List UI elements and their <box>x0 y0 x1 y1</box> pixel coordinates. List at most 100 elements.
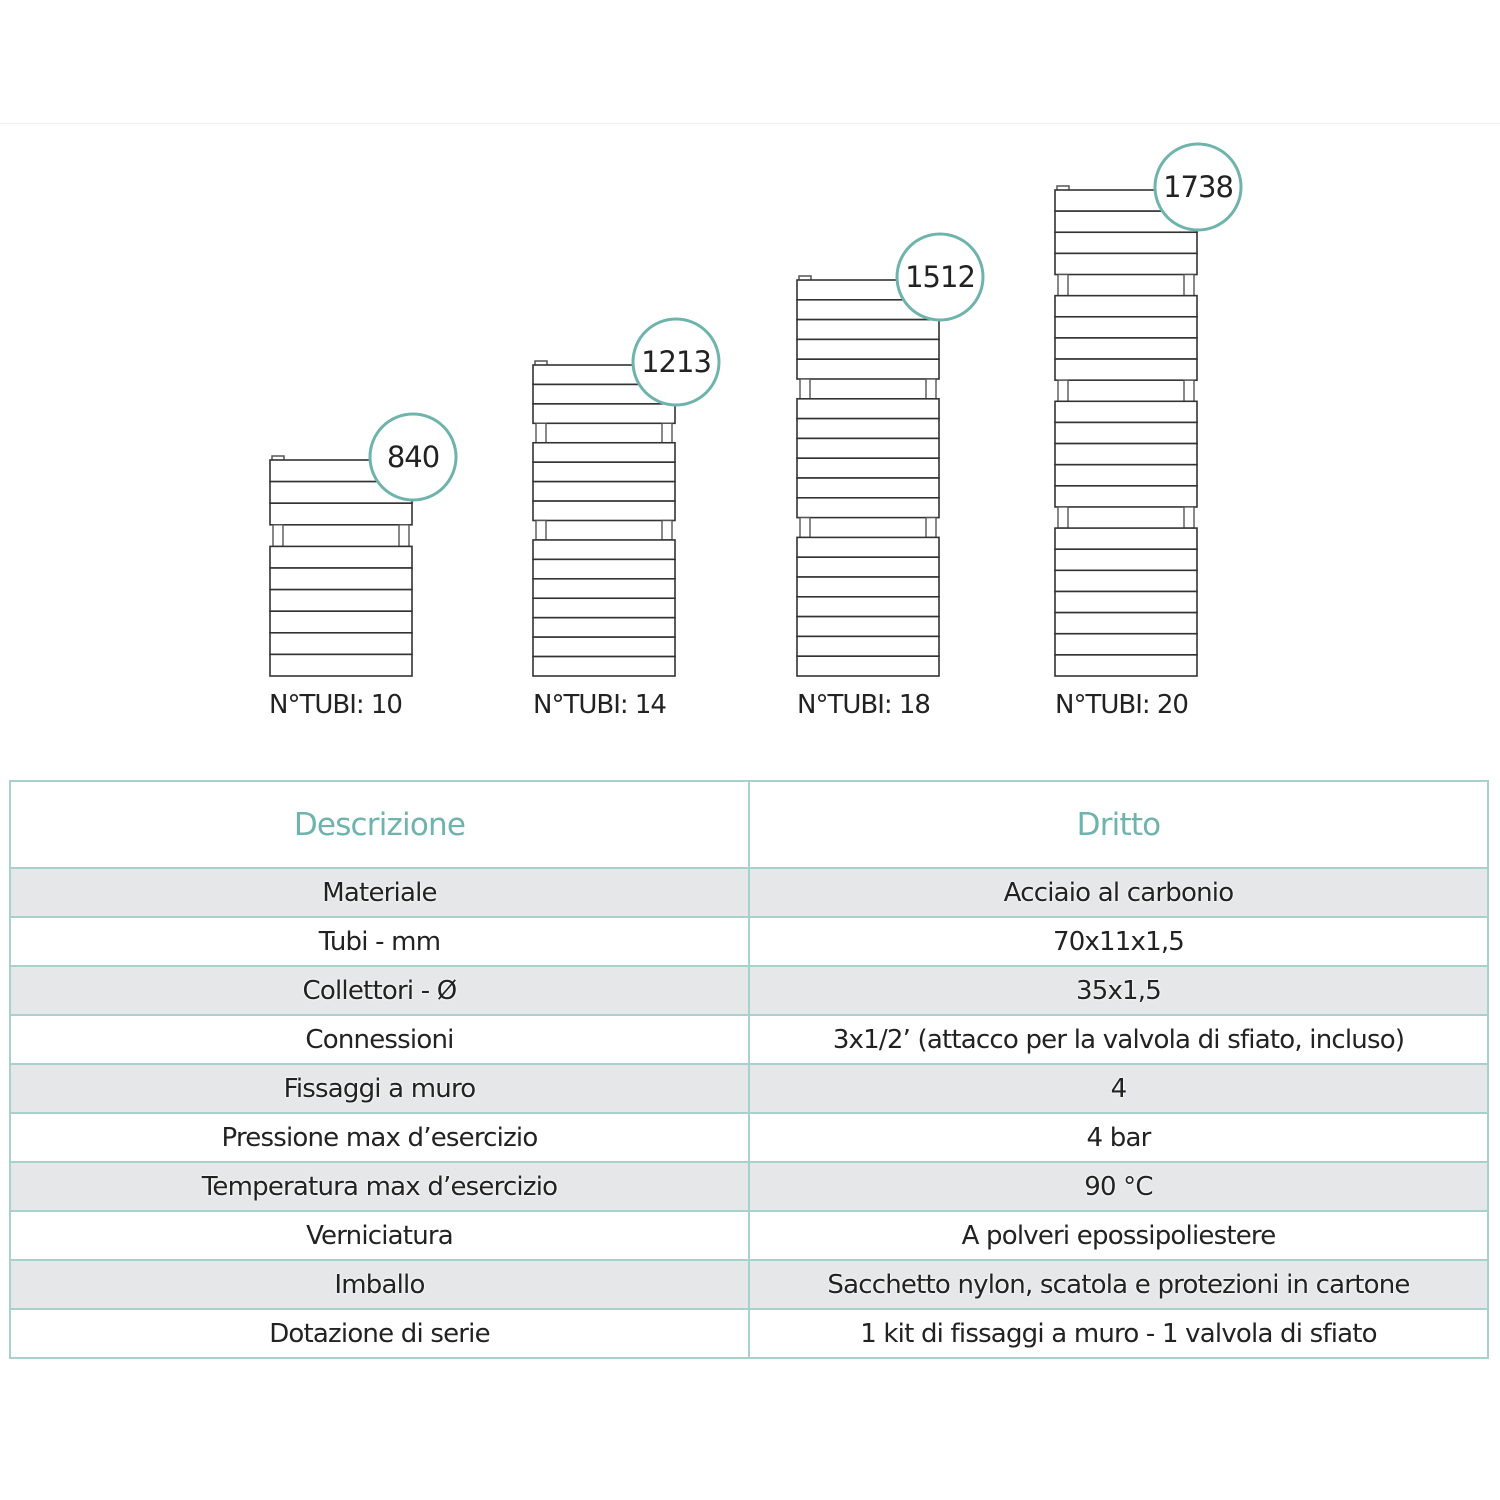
tube <box>532 403 676 425</box>
tube <box>532 636 676 658</box>
tube <box>796 437 940 459</box>
collector <box>1057 273 1069 297</box>
height-badge <box>895 232 985 322</box>
collector <box>1057 506 1069 529</box>
spec-value: 70x11x1,5 <box>748 916 1489 967</box>
spec-table: Descrizione Dritto Materiale Acciaio al c… <box>9 780 1489 1359</box>
table-row: Fissaggi a muro 4 <box>9 1063 1489 1114</box>
spec-name: Tubi - mm <box>9 916 750 967</box>
tube <box>532 480 676 502</box>
tube <box>532 578 676 600</box>
height-value: 1213 <box>641 345 711 379</box>
spec-value: 1 kit di fissaggi a muro - 1 valvola di … <box>748 1308 1489 1359</box>
header-description: Descrizione <box>9 780 750 869</box>
spec-name: Verniciatura <box>9 1210 750 1261</box>
tube <box>1054 611 1198 635</box>
tubes-label: N°TUBI: 20 <box>1055 690 1189 720</box>
spec-value: Sacchetto nylon, scatola e protezioni in… <box>748 1259 1489 1310</box>
tube <box>796 358 940 380</box>
table-row: Dotazione di serie 1 kit di fissaggi a mu… <box>9 1308 1489 1359</box>
table-row: Collettori - Ø 35x1,5 <box>9 965 1489 1016</box>
spec-value: Acciaio al carbonio <box>748 867 1489 918</box>
tube <box>269 502 413 526</box>
tube <box>532 461 676 483</box>
height-value: 840 <box>387 440 439 474</box>
tube <box>1054 569 1198 593</box>
spec-value: 90 °C <box>748 1161 1489 1212</box>
tube <box>1054 421 1198 445</box>
table-row: Temperatura max d’esercizio 90 °C <box>9 1161 1489 1212</box>
collector <box>799 378 811 400</box>
collector <box>925 516 937 539</box>
tube <box>796 397 940 420</box>
collector <box>535 422 547 444</box>
tube <box>1054 400 1198 424</box>
spec-name: Dotazione di serie <box>9 1308 750 1359</box>
spec-value: A polveri epossipoliestere <box>748 1210 1489 1261</box>
height-value: 1512 <box>905 260 975 294</box>
tube <box>1054 548 1198 572</box>
height-badge <box>631 317 721 407</box>
tube <box>1054 337 1198 360</box>
table-row: Connessioni 3x1/2’ (attacco per la valvol… <box>9 1014 1489 1065</box>
tube <box>532 616 676 638</box>
table-row: Pressione max d’esercizio 4 bar <box>9 1112 1489 1163</box>
collector <box>535 519 547 541</box>
spec-value: 4 <box>748 1063 1489 1114</box>
tube <box>1054 463 1198 487</box>
height-badge <box>1153 142 1243 232</box>
spec-name: Collettori - Ø <box>9 965 750 1016</box>
tube <box>1054 252 1198 276</box>
tube <box>796 417 940 440</box>
tube <box>796 556 940 578</box>
tube <box>796 615 940 638</box>
tube <box>796 457 940 479</box>
table-row: Verniciatura A polveri epossipoliestere <box>9 1210 1489 1261</box>
radiator-drawings: 840 1213 1512 1738 <box>269 142 1243 677</box>
tube <box>796 338 940 360</box>
tube <box>796 576 940 598</box>
tube <box>532 539 676 561</box>
tube <box>269 545 413 569</box>
collector <box>1183 273 1195 297</box>
spec-name: Pressione max d’esercizio <box>9 1112 750 1163</box>
tube <box>1054 294 1198 318</box>
tube <box>269 631 413 656</box>
tube <box>532 655 676 677</box>
table-row: Imballo Sacchetto nylon, scatola e protez… <box>9 1259 1489 1310</box>
table-row: Materiale Acciaio al carbonio <box>9 867 1489 918</box>
table-header-row: Descrizione Dritto <box>9 780 1489 869</box>
tube <box>796 536 940 559</box>
tube <box>1054 632 1198 656</box>
collector <box>398 524 410 548</box>
divider <box>0 123 1500 124</box>
spec-value: 3x1/2’ (attacco per la valvola di sfiato… <box>748 1014 1489 1065</box>
tube <box>532 597 676 619</box>
collector <box>1057 379 1069 403</box>
tube <box>796 318 940 341</box>
tube <box>1054 654 1198 677</box>
spec-value: 4 bar <box>748 1112 1489 1163</box>
tube <box>269 567 413 591</box>
tubes-label: N°TUBI: 10 <box>269 690 403 720</box>
collector <box>1183 379 1195 403</box>
collector <box>661 519 673 541</box>
spec-name: Fissaggi a muro <box>9 1063 750 1114</box>
tube <box>269 588 413 612</box>
collector <box>661 422 673 444</box>
tube <box>796 496 940 519</box>
collector <box>272 524 284 548</box>
tube <box>1054 527 1198 551</box>
tube <box>1054 590 1198 614</box>
collector <box>1183 506 1195 529</box>
spec-name: Imballo <box>9 1259 750 1310</box>
spec-value: 35x1,5 <box>748 965 1489 1016</box>
tube <box>796 655 940 677</box>
tube <box>1054 442 1198 466</box>
header-model: Dritto <box>748 780 1489 869</box>
spec-name: Connessioni <box>9 1014 750 1065</box>
tube <box>796 477 940 499</box>
tube <box>269 653 413 677</box>
tube <box>532 441 676 463</box>
tube <box>532 500 676 522</box>
